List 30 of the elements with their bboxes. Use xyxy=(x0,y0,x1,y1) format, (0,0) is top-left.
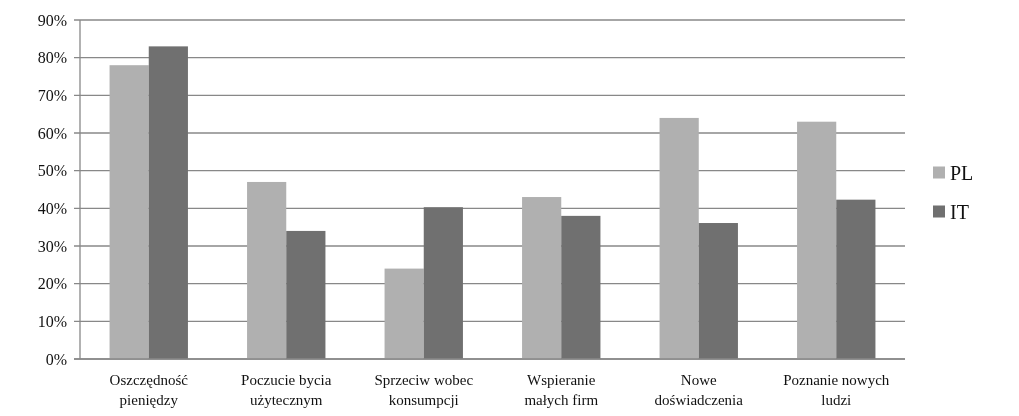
legend-label: IT xyxy=(950,200,969,223)
x-tick-label: Poczucie bycia użytecznym xyxy=(241,372,332,408)
legend-label: PL xyxy=(950,161,974,184)
bar xyxy=(148,46,188,359)
bar xyxy=(836,199,876,359)
y-tick-label: 0% xyxy=(45,350,67,368)
y-tick-label: 80% xyxy=(37,49,67,67)
bar xyxy=(247,181,287,359)
x-tick-label: Oszczędność pieniędzy xyxy=(109,372,189,408)
x-tick-label: Poznanie nowych ludzi xyxy=(783,372,890,408)
y-tick-label: 50% xyxy=(37,162,67,180)
bar xyxy=(109,65,149,359)
bar xyxy=(522,197,562,359)
x-tick-label: Sprzeciw wobec konsumpcji xyxy=(374,372,474,408)
x-tick-label: Wspieranie małych firm xyxy=(524,372,599,408)
bar xyxy=(659,117,699,359)
y-tick-label: 70% xyxy=(37,86,67,104)
bar xyxy=(698,223,738,359)
bar xyxy=(423,207,463,359)
bar xyxy=(797,121,837,359)
y-tick-label: 20% xyxy=(37,275,67,293)
y-tick-label: 10% xyxy=(37,312,67,330)
y-tick-label: 40% xyxy=(37,199,67,217)
bar xyxy=(384,268,424,359)
y-tick-label: 30% xyxy=(37,237,67,255)
y-tick-label: 60% xyxy=(37,124,67,142)
bar xyxy=(561,215,601,359)
y-tick-label: 90% xyxy=(37,11,67,29)
bar xyxy=(286,230,326,359)
x-tick-label: Nowe doświadczenia xyxy=(654,372,744,408)
